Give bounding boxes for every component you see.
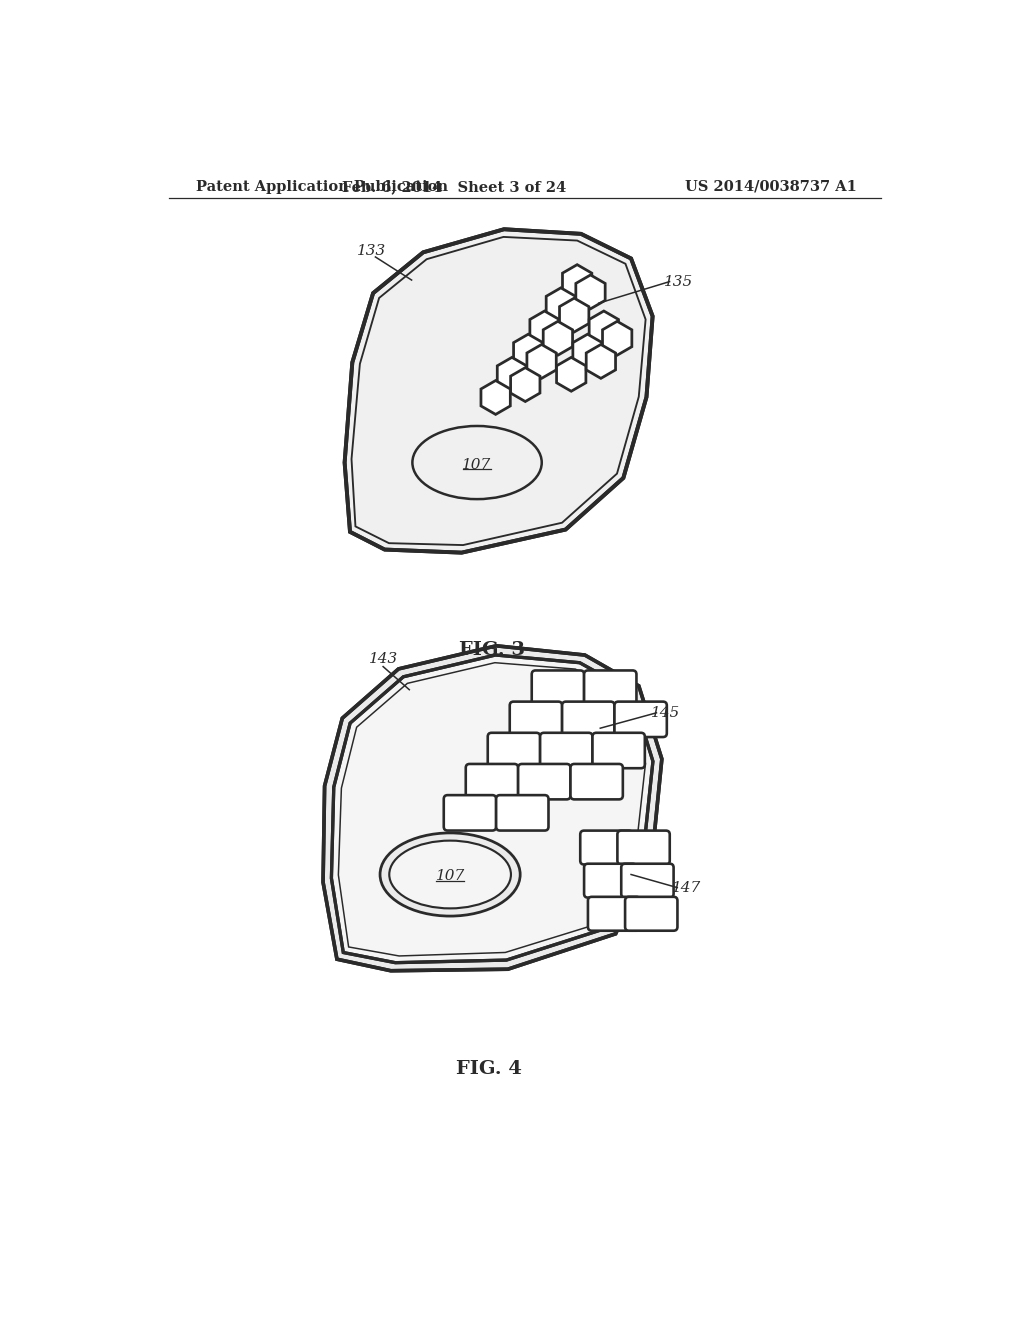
Text: US 2014/0038737 A1: US 2014/0038737 A1 — [685, 180, 857, 194]
FancyBboxPatch shape — [570, 764, 623, 800]
FancyBboxPatch shape — [617, 830, 670, 865]
Text: 107: 107 — [435, 869, 465, 883]
FancyBboxPatch shape — [496, 795, 549, 830]
Polygon shape — [589, 312, 618, 345]
FancyBboxPatch shape — [531, 671, 584, 706]
Ellipse shape — [389, 841, 511, 908]
Polygon shape — [332, 655, 653, 962]
FancyBboxPatch shape — [614, 702, 667, 737]
Text: 143: 143 — [369, 652, 397, 665]
FancyBboxPatch shape — [487, 733, 540, 768]
FancyBboxPatch shape — [466, 764, 518, 800]
FancyBboxPatch shape — [622, 863, 674, 898]
Polygon shape — [572, 334, 602, 368]
FancyBboxPatch shape — [593, 733, 645, 768]
Ellipse shape — [380, 833, 520, 916]
Text: 135: 135 — [665, 275, 693, 289]
Polygon shape — [559, 298, 589, 333]
Text: Feb. 6, 2014   Sheet 3 of 24: Feb. 6, 2014 Sheet 3 of 24 — [342, 180, 566, 194]
Text: 147: 147 — [672, 880, 701, 895]
Polygon shape — [511, 368, 540, 401]
FancyBboxPatch shape — [518, 764, 570, 800]
FancyBboxPatch shape — [510, 702, 562, 737]
FancyBboxPatch shape — [540, 733, 593, 768]
Polygon shape — [586, 345, 615, 379]
Polygon shape — [527, 345, 556, 379]
Text: FIG. 3: FIG. 3 — [460, 640, 525, 659]
Ellipse shape — [413, 426, 542, 499]
Text: FIG. 4: FIG. 4 — [456, 1060, 521, 1078]
FancyBboxPatch shape — [562, 702, 614, 737]
FancyBboxPatch shape — [584, 863, 637, 898]
Polygon shape — [498, 358, 526, 391]
Polygon shape — [575, 275, 605, 309]
Polygon shape — [602, 321, 632, 355]
Text: 133: 133 — [357, 244, 386, 257]
Polygon shape — [557, 358, 586, 391]
FancyBboxPatch shape — [588, 896, 640, 931]
Polygon shape — [546, 288, 575, 322]
FancyBboxPatch shape — [625, 896, 678, 931]
FancyBboxPatch shape — [581, 830, 633, 865]
FancyBboxPatch shape — [584, 671, 637, 706]
Text: 145: 145 — [651, 706, 680, 719]
Polygon shape — [481, 380, 510, 414]
Polygon shape — [562, 264, 592, 298]
Polygon shape — [529, 312, 559, 345]
Text: Patent Application Publication: Patent Application Publication — [196, 180, 449, 194]
Text: 107: 107 — [463, 458, 492, 471]
Polygon shape — [345, 230, 652, 553]
FancyBboxPatch shape — [443, 795, 496, 830]
Polygon shape — [543, 321, 572, 355]
Polygon shape — [514, 334, 543, 368]
Polygon shape — [323, 645, 662, 970]
